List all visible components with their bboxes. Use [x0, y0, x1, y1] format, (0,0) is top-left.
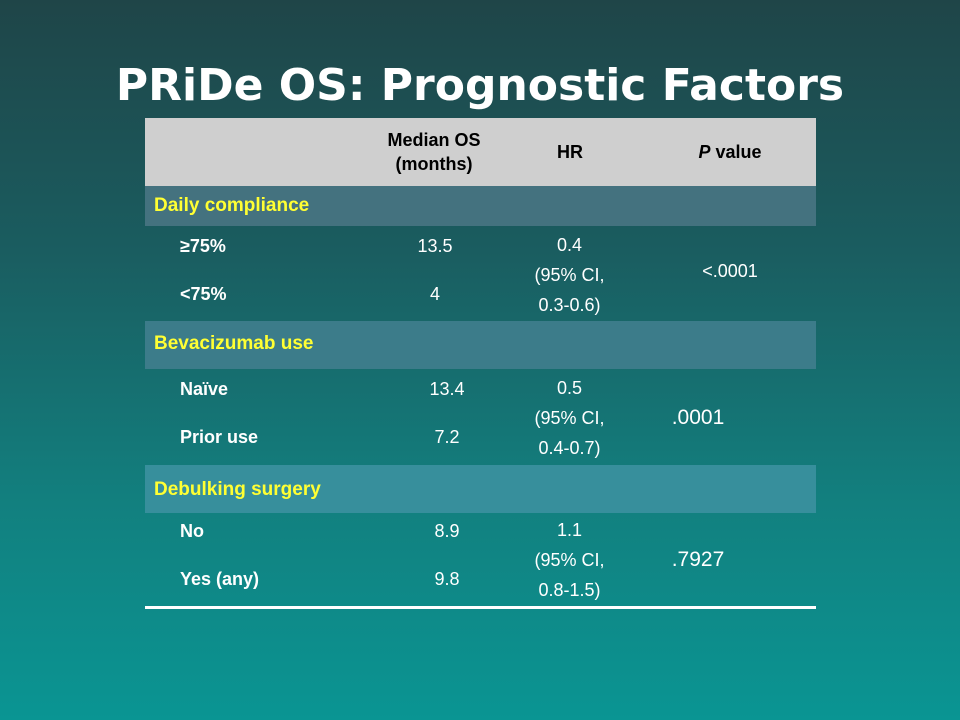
- section-name: Daily compliance: [154, 195, 310, 216]
- median-os-value: 4: [429, 284, 440, 304]
- table-bottom-rule: [145, 606, 816, 609]
- table-header-row: Median OS (months) HR P value: [145, 118, 816, 186]
- section-name: Debulking surgery: [154, 479, 321, 500]
- section-group-bevacizumab-use: Naïve 13.4 Prior use 7.2 0.5 (95% CI, 0.…: [145, 369, 816, 465]
- row-label: Prior use: [180, 427, 259, 447]
- hazard-ratio-cell: 0.4 (95% CI, 0.3-0.6): [507, 230, 632, 320]
- hazard-ratio-cell: 0.5 (95% CI, 0.4-0.7): [507, 373, 632, 463]
- median-os-value: 9.8: [434, 569, 460, 589]
- hr-ci-range: 0.8-1.5): [538, 580, 601, 600]
- median-os-value: 13.5: [417, 236, 453, 256]
- hr-ci-range: 0.4-0.7): [538, 438, 601, 458]
- row-label: Yes (any): [180, 569, 260, 589]
- section-name: Bevacizumab use: [154, 333, 314, 354]
- header-label-cell: [145, 118, 345, 186]
- section-header-debulking-surgery: Debulking surgery: [145, 465, 816, 513]
- hr-ci-label: (95% CI,: [534, 265, 605, 285]
- p-value: <.0001: [702, 261, 758, 281]
- median-os-value: 7.2: [434, 427, 460, 447]
- hr-ci-range: 0.3-0.6): [538, 295, 601, 315]
- p-value: .7927: [671, 548, 725, 571]
- header-p-rest: value: [710, 142, 762, 162]
- hr-ci-label: (95% CI,: [534, 408, 605, 428]
- section-header-bevacizumab-use: Bevacizumab use: [145, 321, 816, 369]
- hr-value: 0.4: [556, 235, 583, 255]
- header-p-italic: P: [698, 142, 711, 162]
- hr-value: 0.5: [556, 378, 583, 398]
- median-os-value: 8.9: [434, 521, 460, 541]
- row-label: Naïve: [180, 379, 229, 399]
- slide-title: PRiDe OS: Prognostic Factors: [115, 60, 845, 111]
- header-hr: HR: [557, 142, 583, 162]
- p-value: .0001: [671, 406, 725, 429]
- prognostic-factors-table: Median OS (months) HR P value Daily comp…: [145, 118, 816, 607]
- hr-ci-label: (95% CI,: [534, 550, 605, 570]
- median-os-value: 13.4: [429, 379, 465, 399]
- header-p-value: P value: [655, 118, 805, 186]
- hazard-ratio-cell: 1.1 (95% CI, 0.8-1.5): [507, 515, 632, 605]
- row-label: ≥75%: [180, 236, 226, 256]
- header-median-os: Median OS (months): [387, 130, 481, 174]
- section-header-daily-compliance: Daily compliance: [145, 186, 816, 226]
- section-group-daily-compliance: ≥75% 13.5 <75% 4 0.4 (95% CI, 0.3-0.6) <…: [145, 226, 816, 321]
- row-label: <75%: [180, 284, 227, 304]
- hr-value: 1.1: [556, 520, 583, 540]
- row-label: No: [180, 521, 204, 541]
- section-group-debulking-surgery: No 8.9 Yes (any) 9.8 1.1 (95% CI, 0.8-1.…: [145, 513, 816, 607]
